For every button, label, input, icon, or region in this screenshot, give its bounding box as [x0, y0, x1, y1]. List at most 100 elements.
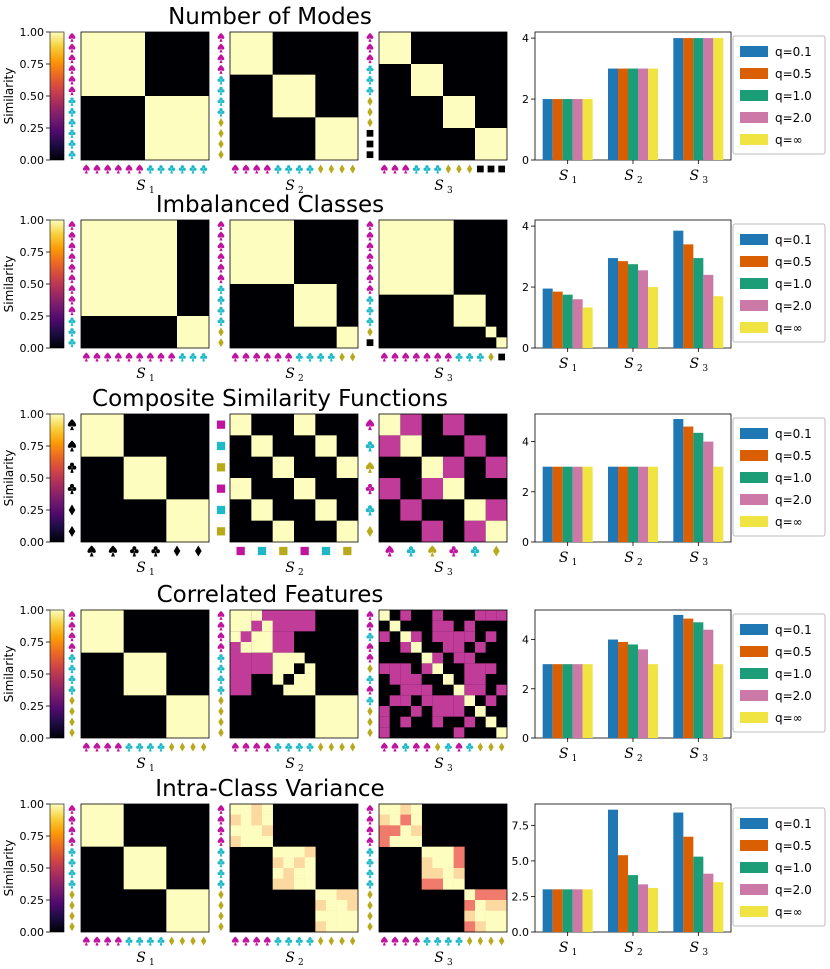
spade-icon: [253, 352, 261, 362]
row-3: Composite Similarity Functions 1.00 0.75 0.…: [2, 386, 826, 578]
club-icon: [68, 129, 76, 138]
colorbar-tick: 0.50: [20, 472, 45, 485]
diamond-icon: [218, 911, 224, 921]
bar: [713, 664, 724, 738]
club-icon: [306, 937, 314, 946]
colorbar-tick: 1.00: [20, 798, 45, 811]
club-icon: [476, 353, 484, 362]
spade-icon: [366, 43, 374, 53]
club-icon: [146, 165, 154, 174]
colorbar-tick: 0.00: [20, 926, 45, 939]
bar: [608, 68, 618, 160]
spade-icon: [366, 32, 374, 42]
bar: [542, 99, 553, 160]
bar: [703, 441, 714, 542]
matrix-xlabel: S: [285, 178, 295, 194]
club-icon: [68, 97, 76, 106]
bar: [638, 649, 648, 738]
x-tick-label: S: [624, 356, 634, 372]
colorbar-label: Similarity: [2, 256, 16, 313]
colorbar-tick: 1.00: [20, 26, 45, 39]
bar: [582, 889, 593, 932]
legend-label: q=0.5: [775, 67, 812, 81]
x-tick-label: S: [624, 746, 634, 762]
club-icon: [366, 675, 374, 684]
spade-icon: [82, 742, 90, 752]
x-tick-label-subscript: 2: [637, 754, 643, 764]
square-icon: [476, 165, 484, 173]
spade-icon: [380, 936, 388, 946]
club-icon: [365, 483, 375, 495]
bar: [638, 270, 648, 348]
colorbar-label: Similarity: [2, 840, 16, 897]
row-1: Number of Modes 1.00 0.75 0.50 0.25 0.00 Simil…: [2, 4, 826, 196]
diamond-icon: [195, 545, 202, 557]
legend-label: q=0.1: [775, 427, 812, 441]
club-icon: [68, 686, 76, 695]
bar: [562, 664, 573, 738]
club-icon: [285, 937, 293, 946]
club-icon: [151, 546, 160, 557]
spade-icon: [366, 54, 374, 64]
diamond-icon: [173, 545, 181, 557]
spade-icon: [68, 54, 76, 64]
bar: [608, 809, 618, 932]
spade-icon: [217, 826, 225, 836]
club-icon: [217, 306, 225, 316]
diamond-icon: [367, 728, 373, 738]
club-icon: [217, 654, 225, 663]
spade-icon: [68, 64, 76, 74]
spade-icon: [402, 164, 410, 174]
spade-icon: [82, 352, 90, 362]
spade-icon: [82, 936, 90, 946]
club-icon: [444, 743, 452, 752]
legend-label: q=1.0: [775, 89, 812, 103]
matrix-xlabel: S: [285, 560, 295, 576]
bar: [618, 466, 628, 542]
club-icon: [217, 686, 225, 695]
x-tick-label-subscript: 2: [637, 364, 643, 374]
matrix-xlabel-subscript: 2: [298, 764, 304, 774]
club-icon: [217, 317, 225, 326]
bar: [618, 642, 628, 738]
diamond-icon: [200, 742, 207, 752]
diamond-icon: [367, 717, 373, 727]
diamond-icon: [366, 525, 374, 537]
x-tick-label-subscript: 1: [572, 176, 578, 186]
spade-icon: [68, 252, 76, 262]
x-tick-label-subscript: 1: [572, 558, 578, 568]
square-icon: [366, 129, 374, 137]
spade-icon: [366, 274, 374, 284]
colorbar-tick: 0.25: [20, 310, 45, 323]
square-icon: [216, 463, 226, 472]
club-icon: [157, 165, 165, 174]
spade-icon: [217, 64, 225, 74]
legend-swatch: [740, 278, 768, 289]
club-icon: [157, 937, 165, 946]
club-icon: [434, 937, 442, 946]
club-icon: [295, 165, 303, 174]
spade-icon: [68, 263, 76, 273]
spade-icon: [380, 352, 388, 362]
spade-icon: [242, 164, 250, 174]
diamond-icon: [367, 664, 373, 674]
club-icon: [366, 858, 374, 868]
bar: [582, 664, 593, 738]
bar: [582, 307, 593, 348]
club-icon: [157, 743, 165, 752]
square-icon: [216, 420, 226, 429]
spade-icon: [412, 936, 420, 946]
legend-swatch: [740, 690, 768, 701]
spade-icon: [217, 54, 225, 64]
spade-icon: [380, 742, 388, 752]
club-icon: [217, 675, 225, 684]
diamond-icon: [349, 936, 356, 946]
spade-icon: [380, 164, 388, 174]
spade-icon: [263, 164, 271, 174]
diamond-icon: [317, 742, 324, 752]
